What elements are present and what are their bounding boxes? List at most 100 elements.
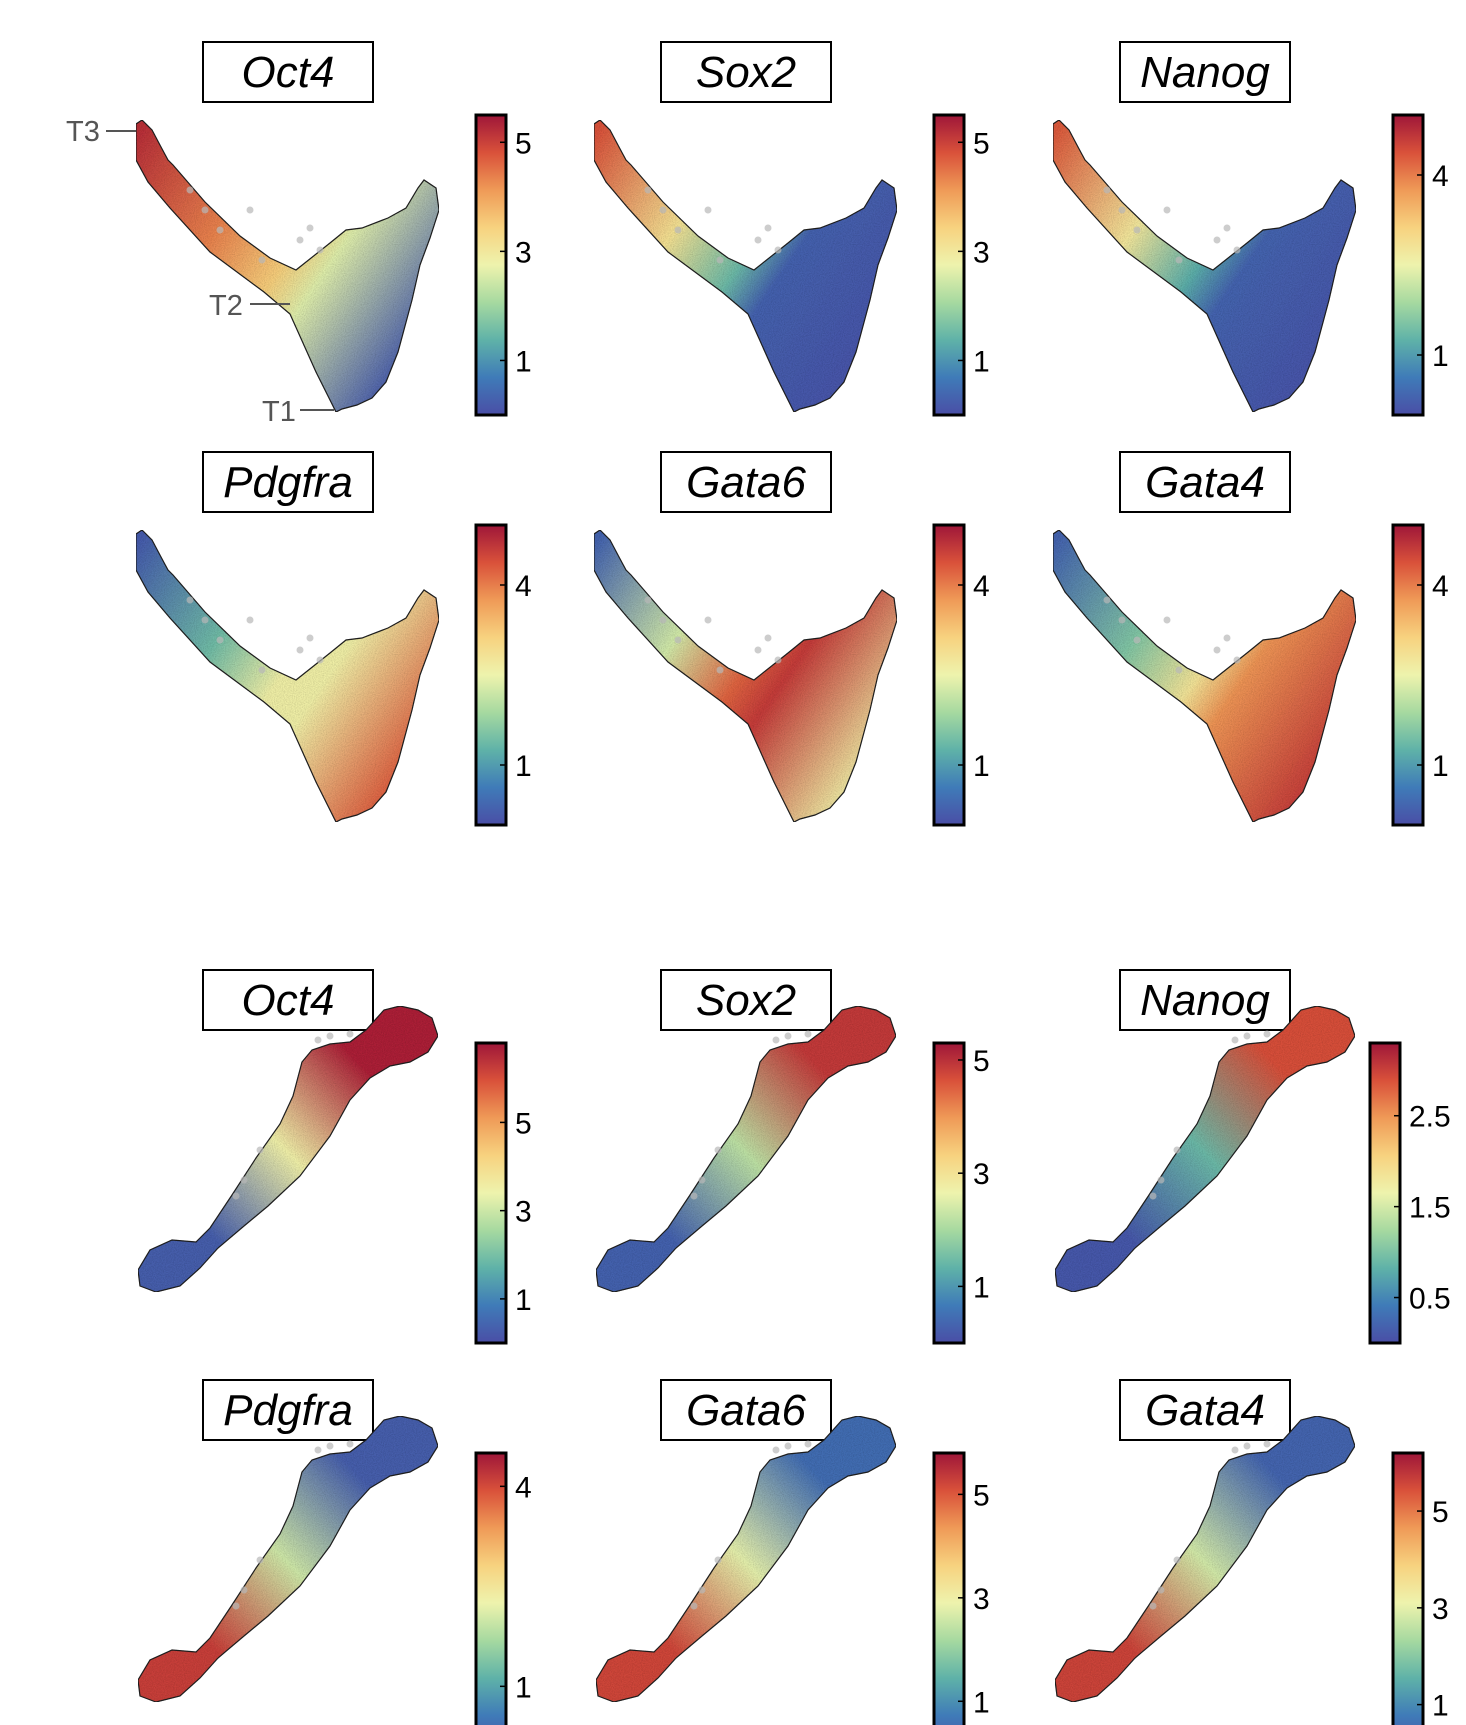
outlier-cell — [316, 246, 324, 254]
outlier-cell — [674, 226, 682, 234]
outlier-cell — [256, 1556, 264, 1564]
colorbar — [1391, 113, 1425, 417]
cell-embedding-cloud — [1054, 1415, 1356, 1703]
colorbar-tick-label: 5 — [515, 1107, 532, 1140]
outlier-cell — [704, 616, 712, 624]
colorbar — [932, 523, 966, 827]
panel-title-box — [1119, 1379, 1291, 1441]
panel-title: Nanog — [1140, 48, 1270, 97]
outlier-cell — [1243, 1032, 1251, 1040]
cell-embedding-cloud — [137, 1415, 439, 1703]
outlier-cell — [659, 206, 667, 214]
colorbar — [474, 1041, 508, 1345]
outlier-cell — [659, 616, 667, 624]
panel-title: Pdgfra — [223, 1386, 353, 1435]
outlier-cell — [306, 634, 314, 642]
outlier-cell — [1223, 224, 1231, 232]
panel-title: Gata6 — [686, 1386, 806, 1435]
outlier-cell — [784, 1442, 792, 1450]
colorbar-tick-label: 4 — [515, 1471, 532, 1504]
colorbar — [474, 523, 508, 827]
outlier-cell — [1133, 226, 1141, 234]
outlier-cell — [804, 1440, 812, 1448]
colorbar-tick-label: 1 — [1432, 340, 1449, 373]
panel-title-box — [1119, 451, 1291, 513]
outlier-cell — [674, 636, 682, 644]
colorbar-tick-label: 0.5 — [1409, 1283, 1451, 1316]
outlier-cell — [346, 1440, 354, 1448]
panel-oct4-trajectory-y: Oct4 5 3 1 — [135, 41, 532, 417]
colorbar-tick-label: 5 — [515, 127, 532, 160]
panel-title-box — [660, 451, 832, 513]
colorbar — [932, 1451, 966, 1725]
outlier-cell — [690, 1192, 698, 1200]
outlier-cell — [1149, 1602, 1157, 1610]
outlier-cell — [774, 246, 782, 254]
panel-sox2-trajectory-diagonal: Sox2 5 3 1 — [595, 969, 990, 1345]
outlier-cell — [256, 1146, 264, 1154]
panel-pdgfra-trajectory-y: Pdgfra 4 1 — [135, 451, 532, 827]
outlier-cell — [314, 1446, 322, 1454]
panel-title: Sox2 — [696, 976, 796, 1025]
outlier-cell — [714, 1146, 722, 1154]
colorbar-tick-label: 1 — [973, 1686, 990, 1719]
outlier-cell — [1157, 1176, 1165, 1184]
panel-title-box — [202, 41, 374, 103]
outlier-cell — [804, 1030, 812, 1038]
colorbar — [474, 1451, 508, 1725]
outlier-cell — [201, 616, 209, 624]
outlier-cell — [1118, 206, 1126, 214]
outlier-cell — [764, 224, 772, 232]
panel-oct4-trajectory-diagonal: Oct4 5 3 1 — [137, 969, 532, 1345]
cell-embedding-cloud — [137, 1005, 439, 1293]
panel-title: Gata4 — [1145, 458, 1265, 507]
cell-embedding-cloud — [1052, 119, 1357, 413]
outlier-cell — [1231, 1446, 1239, 1454]
outlier-cell — [316, 656, 324, 664]
outlier-cell — [1231, 1036, 1239, 1044]
colorbar — [474, 113, 508, 417]
colorbar-tick-label: 5 — [973, 127, 990, 160]
colorbar-tick-label: 1 — [973, 345, 990, 378]
outlier-cell — [258, 256, 266, 264]
colorbar-tick-label: 1 — [973, 750, 990, 783]
outlier-cell — [1175, 256, 1183, 264]
colorbar-tick-label: 3 — [973, 1158, 990, 1191]
colorbar-tick-label: 1 — [515, 750, 532, 783]
cell-embedding-cloud — [595, 1005, 897, 1293]
outlier-cell — [716, 256, 724, 264]
panel-title-box — [202, 969, 374, 1031]
panel-title: Oct4 — [242, 48, 335, 97]
panel-title: Pdgfra — [223, 458, 353, 507]
outlier-cell — [690, 1602, 698, 1610]
outlier-cell — [232, 1602, 240, 1610]
outlier-cell — [246, 616, 254, 624]
outlier-cell — [1263, 1440, 1271, 1448]
colorbar — [1368, 1041, 1402, 1345]
outlier-cell — [716, 666, 724, 674]
outlier-cell — [1103, 186, 1111, 194]
outlier-cell — [772, 1036, 780, 1044]
outlier-cell — [1157, 1586, 1165, 1594]
panel-pdgfra-trajectory-diagonal: Pdgfra 4 1 — [137, 1379, 532, 1725]
panel-title: Sox2 — [696, 48, 796, 97]
outlier-cell — [714, 1556, 722, 1564]
panel-title-box — [202, 451, 374, 513]
outlier-cell — [754, 646, 762, 654]
outlier-cell — [1173, 1146, 1181, 1154]
outlier-cell — [346, 1030, 354, 1038]
colorbar-tick-label: 5 — [1432, 1496, 1449, 1529]
outlier-cell — [1243, 1442, 1251, 1450]
colorbar — [1391, 1451, 1425, 1725]
cell-embedding-cloud — [593, 119, 898, 413]
outlier-cell — [784, 1032, 792, 1040]
colorbar-tick-label: 3 — [973, 1583, 990, 1616]
outlier-cell — [1173, 1556, 1181, 1564]
panel-title-box — [202, 1379, 374, 1441]
colorbar-tick-label: 5 — [973, 1045, 990, 1078]
trajectory-annotation-t3: T3 — [66, 116, 100, 148]
outlier-cell — [1133, 636, 1141, 644]
outlier-cell — [186, 596, 194, 604]
outlier-cell — [240, 1586, 248, 1594]
colorbar-tick-label: 1 — [515, 1284, 532, 1317]
